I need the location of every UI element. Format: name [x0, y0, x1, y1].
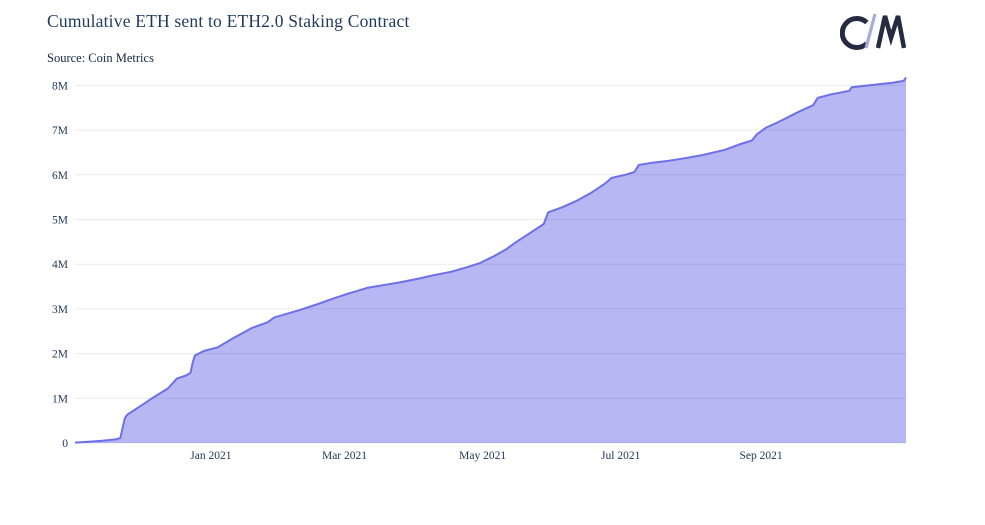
x-axis-tick-label: Sep 2021 — [740, 450, 783, 462]
series-line — [74, 76, 907, 444]
y-axis-tick-label: 4M — [52, 259, 68, 271]
logo-m-glyph — [875, 15, 906, 49]
logo-slash-glyph — [864, 13, 877, 49]
y-axis-tick-label: 8M — [52, 80, 68, 92]
y-axis-tick-label: 3M — [52, 304, 68, 316]
y-axis-tick-label: 1M — [52, 393, 68, 405]
x-axis-tick-label: Jan 2021 — [190, 450, 231, 462]
series-area-fill — [75, 77, 906, 444]
x-axis-tick-label: May 2021 — [459, 450, 506, 462]
logo-c-glyph — [840, 16, 869, 50]
y-axis-tick-label: 7M — [52, 125, 68, 137]
chart-source-label: Source: Coin Metrics — [47, 51, 154, 65]
y-axis-tick-label: 6M — [52, 170, 68, 182]
y-axis-tick-label: 5M — [52, 215, 68, 227]
page-title: Cumulative ETH sent to ETH2.0 Staking Co… — [47, 11, 410, 31]
y-axis-tick-label: 2M — [52, 349, 68, 361]
y-axis-tick-label: 0 — [62, 438, 68, 450]
x-axis-tick-label: Mar 2021 — [322, 450, 367, 462]
coin-metrics-logo — [840, 13, 906, 50]
x-axis-tick-label: Jul 2021 — [601, 450, 641, 462]
